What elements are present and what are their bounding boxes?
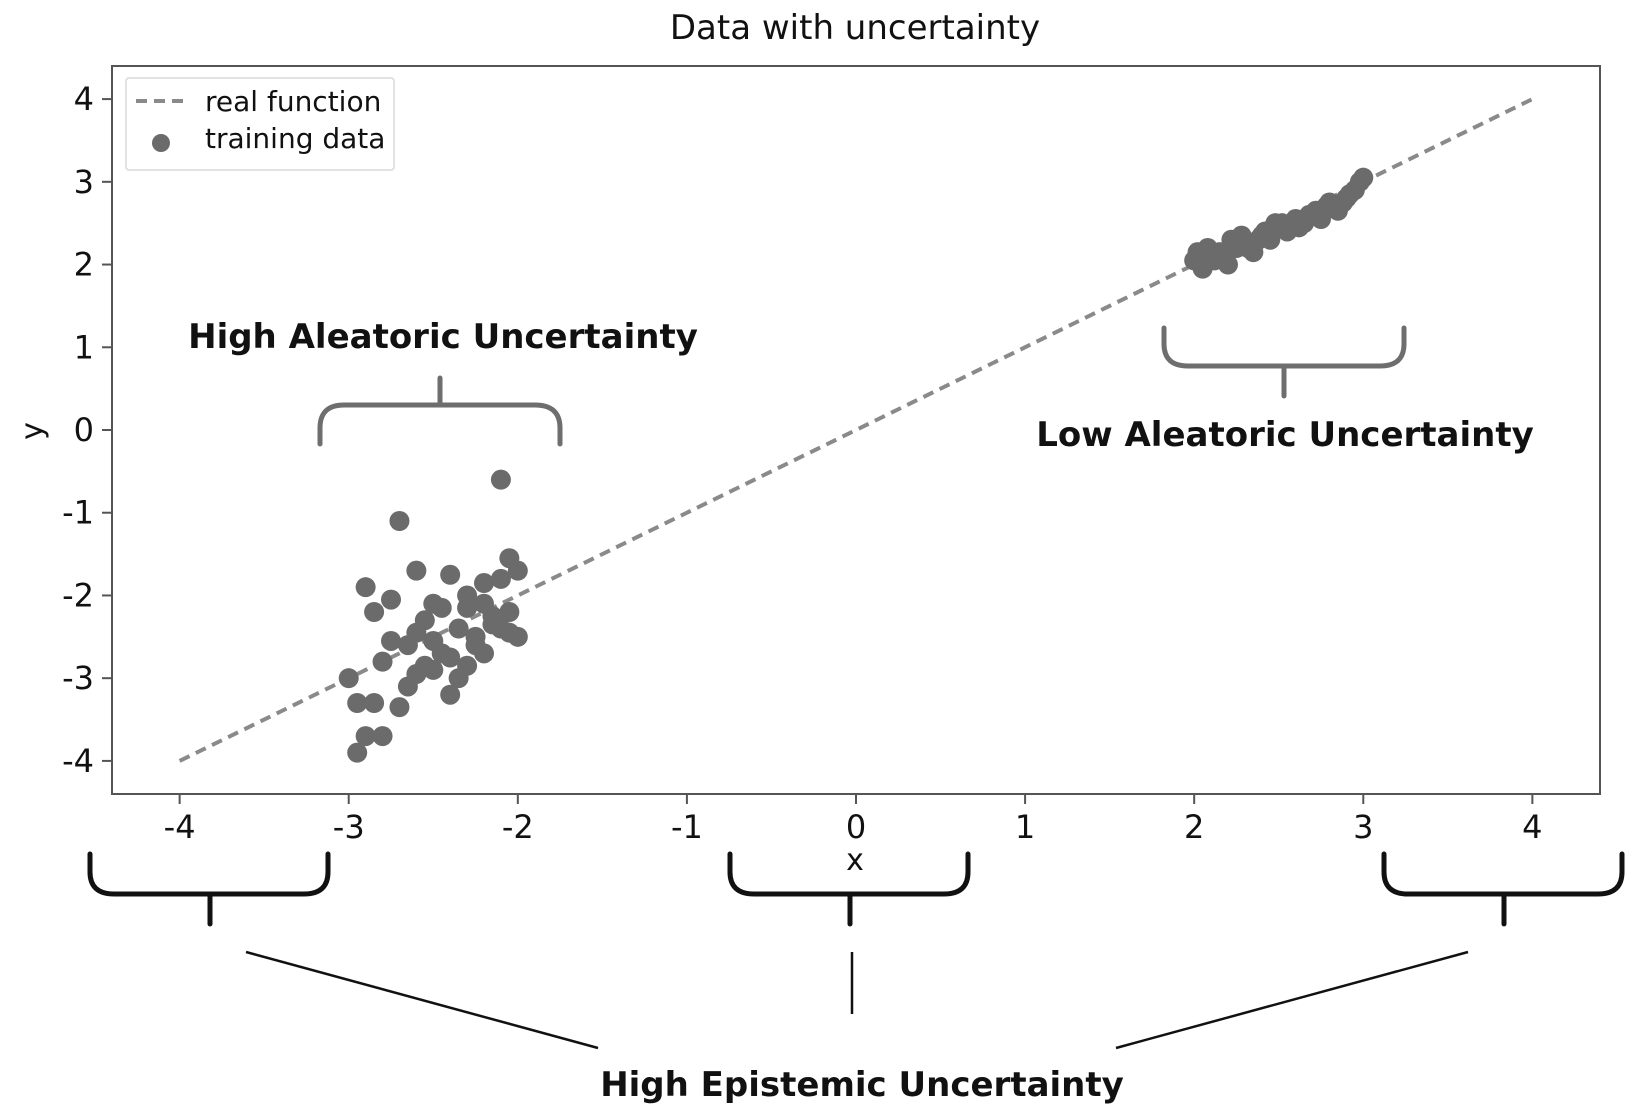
training-data-point [355,726,376,747]
x-axis-ticks: -4 -3 -2 -1 0 1 2 3 4 [164,794,1543,846]
epistemic-connector-left [245,950,599,1050]
training-data-point [499,602,520,622]
y-tick-label: 1 [74,328,94,366]
training-data-point [448,618,469,639]
training-data-point [406,560,427,581]
x-tick-label: 4 [1522,808,1542,846]
x-tick-label: 1 [1015,808,1035,846]
training-data-point [406,622,427,643]
x-tick-label: 2 [1184,808,1204,846]
y-tick-label: -3 [62,659,94,697]
training-data-point [440,684,461,705]
y-axis-label: y [15,422,50,440]
legend-point-swatch [152,134,170,152]
training-data-point [372,726,393,747]
training-data-point [1332,192,1353,213]
high-epistemic-label: High Epistemic Uncertainty [600,1065,1124,1105]
training-data-point [338,668,359,689]
legend-label-training-data: training data [205,122,385,155]
training-data-point [1197,238,1218,258]
y-axis-ticks: 4 3 2 1 0 -1 -2 -3 -4 [62,80,112,780]
training-data-point [389,511,410,531]
training-data-point [381,589,401,610]
y-tick-label: 0 [74,411,94,449]
chart-title: Data with uncertainty [670,8,1040,48]
training-data-point [364,693,385,713]
x-tick-label: -1 [671,808,703,846]
y-tick-label: -4 [62,742,94,780]
high-aleatoric-annotation: High Aleatoric Uncertainty [188,317,698,447]
low-aleatoric-brace [1161,325,1407,399]
high-aleatoric-label: High Aleatoric Uncertainty [188,317,698,357]
epistemic-brace-center [727,851,971,927]
training-data-point [1299,204,1320,225]
x-tick-label: -3 [333,808,365,846]
training-data-point [1265,213,1286,234]
training-data-point [1248,229,1269,250]
training-data-point [1231,225,1252,246]
x-tick-label: -2 [502,808,534,846]
y-tick-label: -1 [62,494,94,532]
training-data-point [431,597,452,618]
training-data-point [474,593,494,614]
epistemic-brace-right [1381,851,1625,927]
training-data-point [1282,217,1303,238]
training-data-point [347,742,368,763]
low-aleatoric-label: Low Aleatoric Uncertainty [1036,415,1534,455]
training-data-point [397,676,418,697]
x-tick-label: -4 [164,808,196,846]
training-data-point [440,647,461,668]
y-tick-label: 2 [74,246,94,284]
y-tick-label: 3 [74,163,94,201]
training-data-point [364,602,385,622]
epistemic-connector-right [1115,950,1469,1050]
training-data-point [347,693,368,713]
legend-frame [125,77,395,171]
training-data-point [1316,196,1337,217]
legend: real function training data [125,77,395,171]
training-data-point [389,697,410,718]
training-data-point [457,597,478,618]
y-tick-label: 4 [74,80,94,118]
high-epistemic-annotation: High Epistemic Uncertainty [87,851,1625,1105]
data-layer [178,97,1534,763]
training-data-point [440,564,461,585]
training-data-point [381,630,401,651]
x-tick-label: 3 [1353,808,1373,846]
legend-label-real-function: real function [205,85,381,118]
training-data-point [423,659,444,680]
training-data-point [507,626,528,647]
training-data-point [1349,171,1370,192]
low-aleatoric-annotation: Low Aleatoric Uncertainty [1036,325,1534,455]
x-tick-label: 0 [846,808,866,846]
training-data-point [507,560,528,581]
training-data-point [372,651,393,672]
training-data-point [448,668,469,689]
training-data-point [465,635,486,656]
high-aleatoric-brace [317,375,563,447]
y-tick-label: -2 [62,576,94,614]
epistemic-brace-left [87,851,331,927]
training-data-point [490,618,511,639]
training-data-point [474,573,494,594]
training-data-point [490,469,511,490]
training-data-point [355,577,376,598]
x-axis-label: x [846,843,864,878]
training-data-point [490,568,511,589]
training-data-point [1214,246,1235,267]
